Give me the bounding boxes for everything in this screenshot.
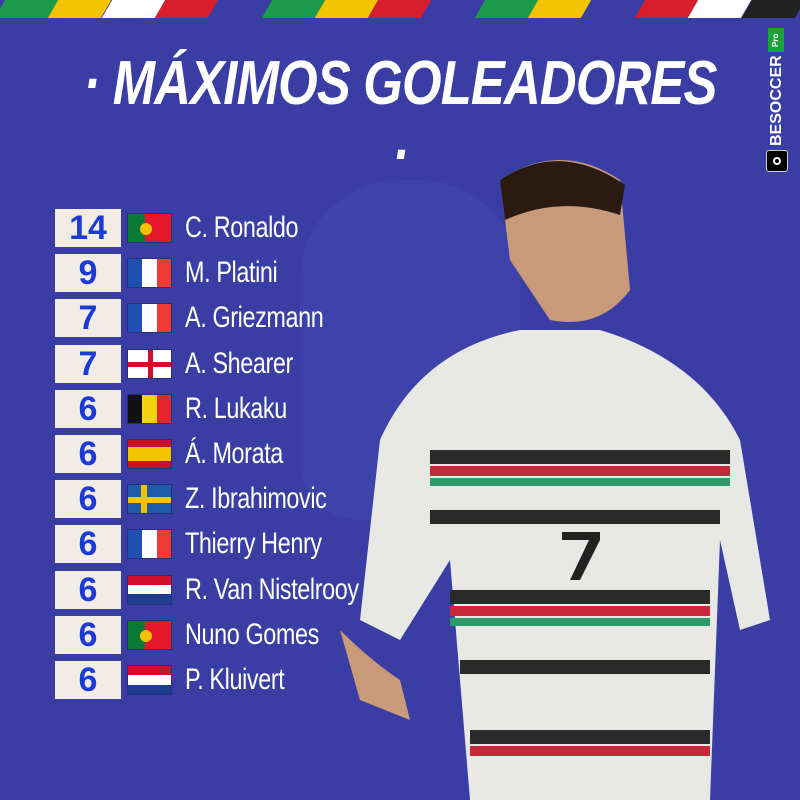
goals-count: 6 — [55, 480, 121, 519]
goals-count: 9 — [55, 254, 121, 293]
player-name: A. Shearer — [185, 346, 293, 380]
france-flag-icon — [127, 529, 172, 560]
spain-flag-icon — [127, 439, 172, 469]
player-name: C. Ronaldo — [185, 211, 299, 244]
goals-count: 6 — [55, 435, 121, 473]
goals-count: 7 — [55, 299, 121, 338]
player-name: Á. Morata — [185, 437, 283, 470]
scorer-row: 6 Z. Ibrahimovic — [55, 480, 366, 519]
netherlands-flag-icon — [127, 574, 172, 605]
player-name: Thierry Henry — [185, 527, 322, 561]
goals-count: 6 — [55, 389, 121, 428]
player-name: Nuno Gomes — [185, 617, 319, 651]
england-flag-icon — [127, 348, 172, 379]
goals-count: 6 — [55, 570, 121, 609]
goals-count: 6 — [55, 661, 121, 699]
netherlands-flag-icon — [127, 665, 172, 695]
portugal-flag-icon — [127, 213, 172, 243]
goals-count: 7 — [55, 344, 121, 383]
player-photo — [340, 160, 770, 800]
scorer-row: 6 R. Lukaku — [55, 389, 316, 428]
player-name: A. Griezmann — [185, 301, 324, 335]
goals-count: 14 — [55, 209, 121, 247]
scorer-row: 7 A. Shearer — [55, 344, 323, 383]
player-name: P. Kluivert — [185, 663, 285, 696]
brand-name: BESOCCER — [768, 55, 785, 146]
portugal-flag-icon — [127, 619, 172, 650]
decorative-flag-strip — [0, 0, 800, 18]
scorer-row: 7 A. Griezmann — [55, 299, 362, 338]
scorer-row: 14 C. Ronaldo — [55, 209, 330, 247]
player-name: Z. Ibrahimovic — [185, 482, 327, 516]
france-flag-icon — [127, 303, 172, 334]
player-name: M. Platini — [185, 256, 278, 290]
scorer-row: 6 Á. Morata — [55, 435, 311, 473]
player-name: R. Van Nistelrooy — [185, 572, 359, 606]
page-title: · MÁXIMOS GOLEADORES · — [83, 49, 717, 189]
belgium-flag-icon — [127, 393, 172, 424]
goals-count: 6 — [55, 615, 121, 654]
scorer-row: 6 P. Kluivert — [55, 661, 312, 699]
camera-icon — [766, 150, 788, 172]
goals-count: 6 — [55, 525, 121, 564]
player-name: R. Lukaku — [185, 391, 287, 425]
pro-badge: Pro — [768, 28, 784, 52]
scorer-row: 6 Nuno Gomes — [55, 615, 357, 654]
scorer-row: 6 R. Van Nistelrooy — [55, 570, 408, 609]
sweden-flag-icon — [127, 484, 172, 515]
scorer-row: 9 M. Platini — [55, 254, 303, 293]
scorer-row: 6 Thierry Henry — [55, 525, 360, 564]
besoccer-logo: Pro BESOCCER — [764, 28, 792, 172]
france-flag-icon — [127, 258, 172, 289]
